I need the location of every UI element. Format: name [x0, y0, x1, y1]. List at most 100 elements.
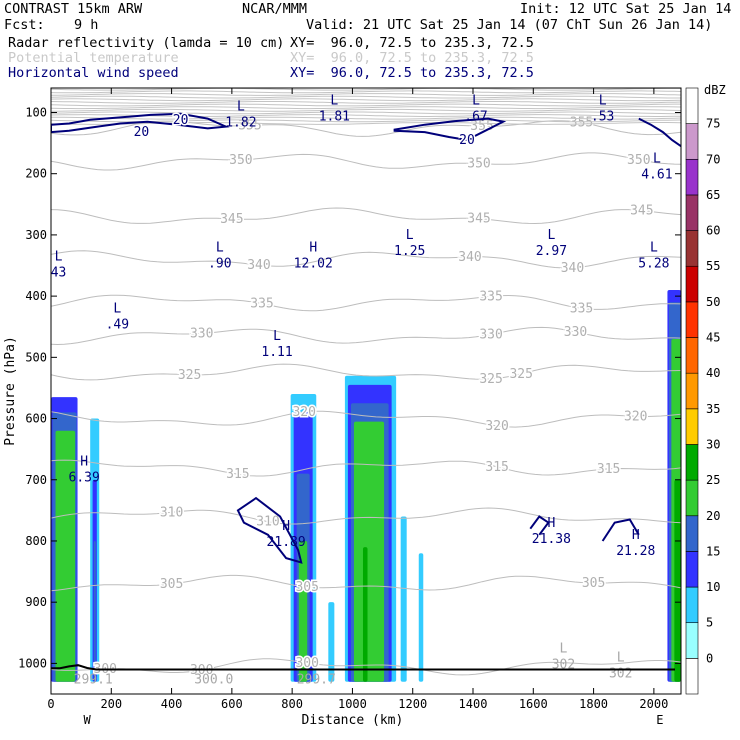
x-tick-label-1400: 1400	[459, 697, 488, 711]
colorbar-label-60: 60	[706, 224, 720, 238]
center-kind-4: L	[653, 152, 661, 167]
isentrope-label-325-1: 325	[479, 372, 502, 387]
colorbar-label-35: 35	[706, 402, 720, 416]
center-value-11: .49	[106, 318, 129, 333]
center-kind-10: L	[55, 250, 63, 265]
isentrope-340	[51, 250, 681, 269]
isentrope-label-330-0: 330	[190, 327, 213, 342]
isentrope-label-310-0: 310	[160, 505, 183, 520]
y-tick-label-600: 600	[25, 412, 47, 426]
colorbar-label-50: 50	[706, 295, 720, 309]
isentrope-label-340-2: 340	[561, 261, 584, 276]
center-kind-15: H	[547, 516, 555, 531]
upper-isentrope-0	[51, 88, 681, 91]
reflectivity-column-4-level-4	[362, 547, 368, 682]
center-kind-11: L	[113, 302, 121, 317]
isentrope-label-315-2: 315	[597, 462, 620, 477]
center-value-16: 21.28	[616, 544, 655, 559]
field-xy-theta: XY= 96.0, 72.5 to 235.3, 72.5	[290, 50, 534, 66]
center-kind-2: L	[472, 93, 480, 108]
isentrope-label-320-0: 320	[292, 405, 315, 420]
isentrope-label-355-2: 355	[570, 116, 593, 131]
wind-contour-wind-blob-a	[236, 496, 303, 564]
isentrope-label-345-1: 345	[467, 212, 490, 227]
colorbar-label-70: 70	[706, 152, 720, 166]
center-value-15: 21.38	[532, 532, 571, 547]
colorbar-label-25: 25	[706, 473, 720, 487]
colorbar-swatch-14	[685, 158, 699, 196]
colorbar-swatch-10	[685, 301, 699, 338]
colorbar-swatch-8	[685, 372, 699, 410]
upper-isentrope-9	[51, 111, 681, 115]
reflectivity-column-2-level-3	[298, 540, 308, 682]
y-tick-label-300: 300	[25, 228, 47, 242]
isentrope-335	[51, 294, 681, 312]
center-value-9: 5.28	[638, 256, 669, 271]
upper-isentrope-5	[51, 101, 681, 104]
wind-contour-jet-left	[51, 112, 230, 134]
isentrope-label-330-1: 330	[479, 327, 502, 342]
isentrope-305	[51, 574, 681, 592]
wind-contour-jet-edge	[638, 117, 681, 148]
reflectivity-column-7-level-3	[674, 479, 681, 682]
upper-isentrope-11	[51, 116, 681, 120]
isentrope-label-345-2: 345	[630, 203, 653, 218]
y-tick-label-100: 100	[25, 105, 47, 119]
center-value-3: .53	[591, 109, 614, 124]
colorbar-swatch-13	[685, 194, 699, 231]
center-kind-16: H	[632, 528, 640, 543]
center-kind-6: H	[309, 240, 317, 255]
upper-isentrope-10	[51, 114, 681, 117]
upper-isentrope-3	[51, 95, 681, 99]
center-value-10: 43	[51, 266, 67, 281]
center-value-1: 1.81	[319, 109, 350, 124]
center-value-2: .67	[464, 109, 487, 124]
center-kind-7: L	[406, 228, 414, 243]
terrain-line	[51, 664, 675, 671]
colorbar-label-0: 0	[706, 651, 713, 665]
y-tick-label-1000: 1000	[18, 656, 47, 670]
y-tick-label-700: 700	[25, 473, 47, 487]
reflectivity-column-6-level-0	[418, 553, 424, 682]
isentrope-label-340-0: 340	[247, 258, 270, 273]
field-xy-reflectivity: XY= 96.0, 72.5 to 235.3, 72.5	[290, 35, 534, 51]
upper-isentrope-2	[51, 93, 681, 96]
upper-isentrope-6	[51, 103, 681, 107]
isentrope-label-345-0: 345	[220, 212, 243, 227]
center-kind-0: L	[237, 100, 245, 115]
reflectivity-column-0-level-2	[55, 430, 76, 682]
init-time: Init: 12 UTC Sat 25 Jan 14	[520, 1, 732, 17]
center-value-12: 1.11	[261, 345, 292, 360]
center-value-7: 1.25	[394, 244, 425, 259]
y-tick-label-900: 900	[25, 595, 47, 609]
isentrope-label-325-0: 325	[178, 368, 201, 383]
isentrope-300	[51, 658, 681, 676]
colorbar-swatch-9	[685, 337, 699, 374]
colorbar-label-75: 75	[706, 117, 720, 131]
isentrope-label-350-1: 350	[467, 157, 490, 172]
center-value-14: 21.89	[267, 535, 306, 550]
y-tick-label-800: 800	[25, 534, 47, 548]
center-value-20: 300.0	[194, 673, 233, 688]
x-tick-label-800: 800	[281, 697, 303, 711]
isentrope-label-300-1: 300	[190, 663, 213, 678]
upper-isentrope-4	[51, 98, 681, 102]
colorbar-swatch-16	[685, 87, 699, 124]
center-value-21: 299.7	[297, 673, 336, 688]
forecast-hour: 9 h	[74, 17, 99, 33]
field-name-reflectivity: Radar reflectivity (lamda = 10 cm)	[8, 35, 285, 51]
wind-contour-wind-blob-b	[529, 515, 550, 536]
colorbar-swatch-6	[685, 444, 699, 481]
reflectivity-column-4-level-3	[353, 421, 385, 682]
forecast-label: Fcst:	[4, 17, 45, 33]
valid-time: Valid: 21 UTC Sat 25 Jan 14 (07 ChT Sun …	[306, 17, 713, 33]
colorbar-swatch-3	[685, 551, 699, 588]
x-tick-label-400: 400	[161, 697, 183, 711]
wind-contour-label-20-2: 20	[459, 133, 475, 148]
x-tick-label-1600: 1600	[519, 697, 548, 711]
colorbar-label-40: 40	[706, 366, 720, 380]
colorbar-swatch-12	[685, 230, 699, 267]
isentrope-label-325-2: 325	[509, 367, 532, 382]
colorbar-label-10: 10	[706, 580, 720, 594]
